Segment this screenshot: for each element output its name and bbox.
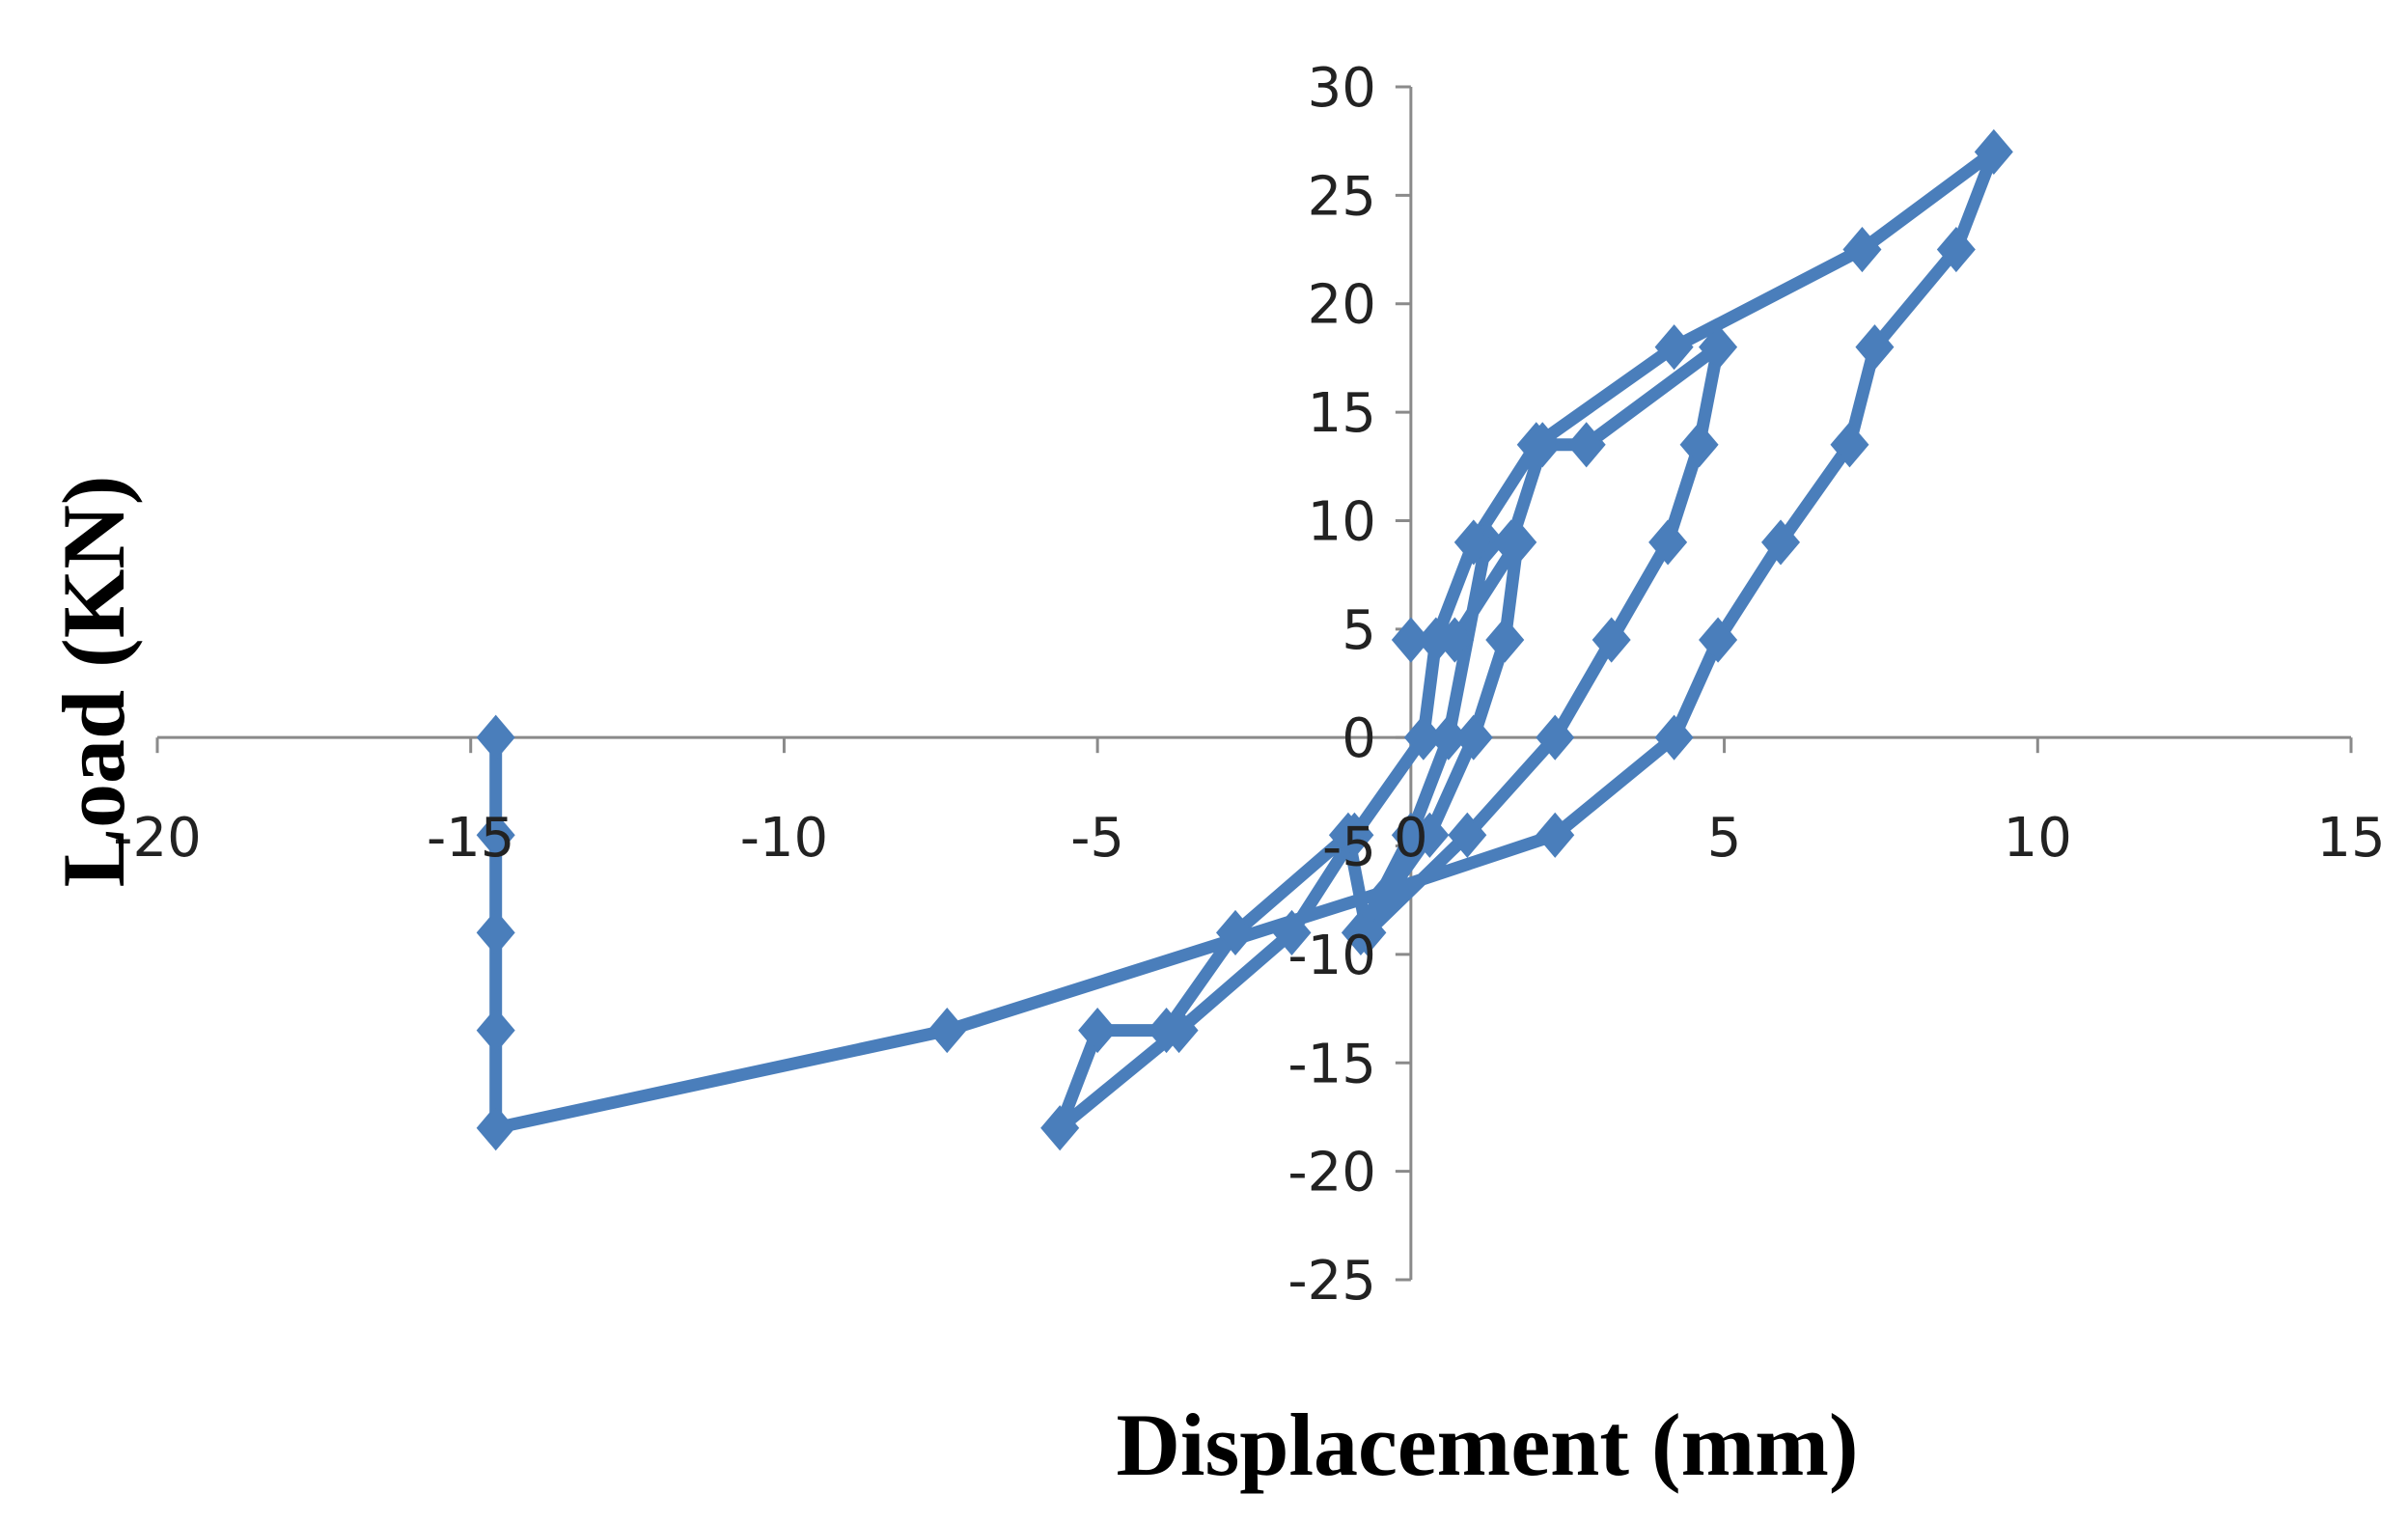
data-point-marker [476, 812, 515, 858]
y-tick-label: -15 [1287, 1033, 1375, 1095]
x-tick-label: 15 [2316, 807, 2385, 870]
data-point-marker [1536, 812, 1575, 858]
data-point-marker [1216, 909, 1256, 955]
x-tick-label: -20 [113, 807, 201, 870]
y-tick-label: 0 [1342, 707, 1376, 770]
data-point-marker [1566, 422, 1606, 468]
data-point-marker [1761, 519, 1801, 566]
y-tick-label: 5 [1342, 599, 1376, 662]
x-tick-label: 0 [1394, 807, 1428, 870]
data-point-marker [1372, 866, 1412, 913]
data-point-marker [1830, 422, 1869, 468]
data-point-marker [1453, 519, 1493, 566]
data-point-marker [1974, 128, 2013, 175]
x-tick-label: 5 [1707, 807, 1742, 870]
y-tick-label: -25 [1287, 1250, 1375, 1313]
y-tick-label: 15 [1308, 382, 1376, 445]
y-tick-label: 30 [1308, 57, 1376, 120]
y-tick-label: 25 [1308, 165, 1376, 228]
data-point-marker [1855, 324, 1895, 371]
data-point-marker [1159, 1008, 1199, 1054]
y-tick-label: 20 [1308, 274, 1376, 337]
data-point-marker [1654, 714, 1694, 761]
data-point-marker [476, 714, 515, 761]
data-point-marker [1648, 519, 1688, 566]
data-point-marker [1516, 422, 1556, 468]
data-point-marker [1679, 422, 1719, 468]
y-tick-label: -20 [1287, 1142, 1375, 1204]
y-tick-label: -10 [1287, 925, 1375, 987]
x-axis-title: Displacement (mm) [1116, 1396, 1858, 1494]
series-line [489, 145, 2001, 1135]
data-point-marker [476, 909, 515, 955]
data-point-marker [1335, 812, 1374, 858]
data-point-marker [1040, 1105, 1080, 1151]
data-point-marker [1078, 1008, 1118, 1054]
data-point-marker [1654, 324, 1694, 371]
data-point-marker [1699, 617, 1738, 663]
data-point-marker [1491, 519, 1531, 566]
data-point-marker [1699, 324, 1738, 371]
x-tick-label: -5 [1070, 807, 1124, 870]
y-tick-label: -5 [1322, 816, 1376, 879]
data-point-marker [1591, 617, 1631, 663]
data-point-marker [1347, 909, 1387, 955]
data-point-marker [1272, 909, 1312, 955]
data-point-marker [476, 1105, 515, 1151]
data-point-marker [1403, 714, 1443, 761]
x-tick-label: -15 [427, 807, 514, 870]
x-tick-label: -10 [740, 807, 828, 870]
data-point-marker [1842, 227, 1882, 273]
data-point-marker [476, 1008, 515, 1054]
x-tick-label: 10 [2004, 807, 2072, 870]
data-point-marker [1448, 812, 1487, 858]
axes [155, 85, 2353, 1282]
data-point-marker [1391, 812, 1430, 858]
data-point-marker [1536, 714, 1575, 761]
y-axis-title: Load (KN) [44, 476, 143, 888]
data-point-marker [1416, 617, 1455, 663]
data-point-marker [1485, 617, 1525, 663]
tick-labels: -20 -15 -10 -5 0 5 10 15 30 25 20 15 10 5 0 -5 -10 -15 -20… [113, 57, 2385, 1313]
data-point-marker [927, 1008, 967, 1054]
y-tick-label: 10 [1308, 490, 1376, 553]
series-layer [476, 128, 2013, 1151]
data-point-marker [1936, 227, 1976, 273]
